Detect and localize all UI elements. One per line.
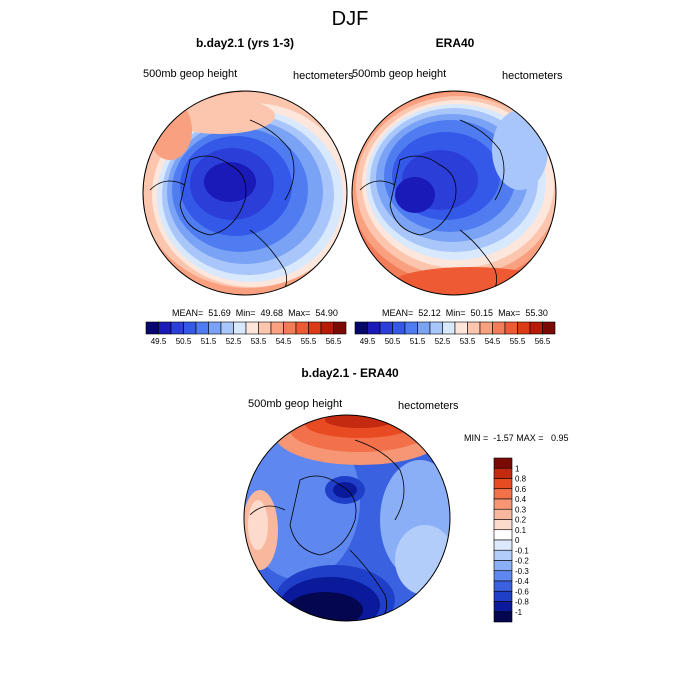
colorbar-tick-label: 54.5 (485, 337, 501, 346)
colorbar-tick-label: 53.5 (251, 337, 267, 346)
colorbar-swatch (493, 560, 513, 572)
colorbar-tick-label: 49.5 (151, 337, 167, 346)
colorbar-swatch (454, 321, 468, 335)
colorbar-swatch (479, 321, 493, 335)
colorbar-swatch (258, 321, 272, 335)
colorbar-tick-label: -0.4 (515, 577, 529, 586)
colorbar-era40: 49.5 50.5 51.5 52.5 53.5 54.5 55.5 56.5 (354, 321, 556, 346)
colorbar-swatch (367, 321, 381, 335)
page-title: DJF (331, 8, 369, 30)
panel-3-variable-label: 500mb geop height (248, 398, 343, 410)
colorbar-tick-label: 49.5 (360, 337, 376, 346)
colorbar-swatch (493, 590, 513, 602)
colorbar-swatch (183, 321, 197, 335)
panel-1-variable-label: 500mb geop height (143, 68, 238, 80)
colorbar-swatch (493, 508, 513, 520)
colorbar-tick-label: -1 (515, 608, 523, 617)
panel-3-stats: MIN = -1.57 MAX = 0.95 (464, 433, 569, 443)
panel-1-title: b.day2.1 (yrs 1-3) (195, 36, 295, 50)
colorbar-swatch (333, 321, 347, 335)
colorbar-swatch (354, 321, 368, 335)
colorbar-tick-label: 0.8 (515, 475, 527, 484)
colorbar-tick-label: 52.5 (435, 337, 451, 346)
colorbar-swatch (493, 549, 513, 561)
colorbar-swatch (429, 321, 443, 335)
colorbar-tick-label: 55.5 (510, 337, 526, 346)
colorbar-swatch (493, 478, 513, 490)
panel-1-stats: MEAN= 51.69 Min= 49.68 Max= 54.90 (172, 308, 338, 318)
polar-map-model (143, 91, 347, 295)
colorbar-tick-label: 50.5 (385, 337, 401, 346)
colorbar-swatch (493, 529, 513, 541)
colorbar-swatch (233, 321, 247, 335)
colorbar-swatch (379, 321, 393, 335)
colorbar-swatch (442, 321, 456, 335)
colorbar-tick-label: -0.2 (515, 557, 529, 566)
colorbar-swatch (493, 580, 513, 592)
colorbar-swatch (404, 321, 418, 335)
panel-3-title: b.day2.1 - ERA40 (301, 366, 399, 380)
colorbar-tick-label: 0.4 (515, 495, 527, 504)
colorbar-swatch (392, 321, 406, 335)
colorbar-tick-label: 1 (515, 464, 520, 473)
colorbar-tick-label: -0.1 (515, 546, 529, 555)
colorbar-swatch (245, 321, 259, 335)
colorbar-swatch (529, 321, 543, 335)
colorbar-swatch (542, 321, 556, 335)
panel-2-units-label: hectometers (502, 70, 563, 82)
panel-2-title: ERA40 (435, 36, 475, 50)
colorbar-swatch (145, 321, 159, 335)
colorbar-tick-label: 56.5 (535, 337, 551, 346)
panel-3-units-label: hectometers (398, 400, 459, 412)
colorbar-tick-label: 54.5 (276, 337, 292, 346)
colorbar-swatch (493, 570, 513, 582)
colorbar-swatch (493, 539, 513, 551)
colorbar-swatch (308, 321, 322, 335)
colorbar-tick-label: 51.5 (410, 337, 426, 346)
colorbar-swatch (208, 321, 222, 335)
colorbar-swatch (492, 321, 506, 335)
panel-2-stats: MEAN= 52.12 Min= 50.15 Max= 55.30 (382, 308, 548, 318)
colorbar-model: 49.5 50.5 51.5 52.5 53.5 54.5 55.5 56.5 (145, 321, 347, 346)
colorbar-tick-label: 51.5 (201, 337, 217, 346)
colorbar-tick-label: 0.1 (515, 526, 527, 535)
panel-2-variable-label: 500mb geop height (352, 68, 447, 80)
colorbar-tick-label: 0.3 (515, 505, 527, 514)
colorbar-swatch (517, 321, 531, 335)
colorbar-difference: 1 0.80.60.40.3 0.20.10-0.1 -0.2-0.3-0.4-0.6… (493, 457, 529, 623)
colorbar-tick-label: 55.5 (301, 337, 317, 346)
polar-map-difference (244, 415, 450, 621)
colorbar-swatch (467, 321, 481, 335)
colorbar-tick-label: 50.5 (176, 337, 192, 346)
colorbar-swatch (504, 321, 518, 335)
colorbar-swatch (493, 519, 513, 531)
colorbar-swatch (493, 611, 513, 623)
colorbar-swatch (493, 467, 513, 479)
colorbar-tick-label: -0.6 (515, 587, 529, 596)
colorbar-tick-label: 53.5 (460, 337, 476, 346)
colorbar-swatch (417, 321, 431, 335)
colorbar-swatch (220, 321, 234, 335)
colorbar-swatch (493, 488, 513, 500)
colorbar-swatch (283, 321, 297, 335)
colorbar-tick-label: 56.5 (326, 337, 342, 346)
colorbar-tick-label: 0.2 (515, 516, 527, 525)
colorbar-swatch (170, 321, 184, 335)
colorbar-swatch (493, 498, 513, 510)
colorbar-swatch (270, 321, 284, 335)
colorbar-tick-label: -0.3 (515, 567, 529, 576)
colorbar-swatch (493, 457, 513, 469)
panel-1-units-label: hectometers (293, 70, 354, 82)
colorbar-tick-label: 0.6 (515, 485, 527, 494)
colorbar-swatch (320, 321, 334, 335)
colorbar-swatch (195, 321, 209, 335)
colorbar-swatch (295, 321, 309, 335)
colorbar-tick-label: 52.5 (226, 337, 242, 346)
colorbar-swatch (158, 321, 172, 335)
colorbar-swatch (493, 601, 513, 613)
colorbar-tick-label: 0 (515, 536, 520, 545)
colorbar-tick-label: -0.8 (515, 598, 529, 607)
polar-map-era40 (352, 91, 556, 295)
